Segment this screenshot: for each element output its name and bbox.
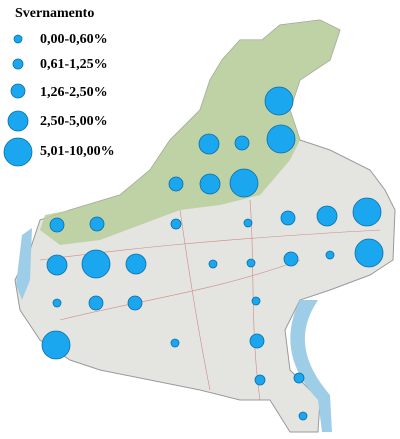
circle	[325, 250, 335, 260]
circle	[264, 86, 294, 116]
circle	[198, 133, 220, 155]
circle	[49, 217, 65, 233]
circle	[127, 295, 143, 311]
circle	[316, 205, 338, 227]
circle	[283, 251, 299, 267]
legend-label: 2,50-5,00%	[40, 114, 108, 129]
circle	[41, 330, 71, 360]
circle	[88, 295, 104, 311]
circle	[293, 372, 305, 384]
circle	[170, 338, 180, 348]
legend-label: 0,61-1,25%	[40, 57, 108, 72]
lake	[16, 228, 32, 300]
circle	[254, 374, 266, 386]
circle	[229, 168, 259, 198]
mountains	[40, 20, 340, 245]
legend-label: 1,26-2,50%	[40, 85, 108, 100]
circle	[46, 254, 68, 276]
coast	[290, 300, 332, 432]
legend-title: Svernamento	[15, 6, 94, 21]
circle	[280, 210, 296, 226]
circle	[81, 249, 111, 279]
circle	[246, 258, 256, 268]
legend-symbol	[13, 34, 23, 44]
legend-symbol	[7, 110, 29, 132]
legend: Svernamento 0,00-0,60% 0,61-1,25% 1,26-2…	[3, 6, 115, 167]
legend-symbol	[10, 83, 26, 99]
map-circles	[41, 86, 384, 421]
circle	[234, 135, 250, 151]
circle	[52, 298, 62, 308]
legend-label: 0,00-0,60%	[40, 32, 108, 47]
circle	[298, 411, 308, 421]
legend-symbol	[3, 137, 33, 167]
circle	[170, 218, 182, 230]
circle	[249, 333, 265, 349]
circle	[354, 238, 384, 268]
legend-label: 5,01-10,00%	[40, 144, 115, 159]
circle	[266, 124, 296, 154]
circle	[125, 253, 147, 275]
circle	[89, 216, 105, 232]
circle	[352, 197, 382, 227]
circle	[168, 176, 184, 192]
legend-symbol	[12, 58, 24, 70]
circle	[243, 218, 253, 228]
circle	[208, 259, 218, 269]
circle	[199, 173, 221, 195]
circle	[251, 296, 261, 306]
